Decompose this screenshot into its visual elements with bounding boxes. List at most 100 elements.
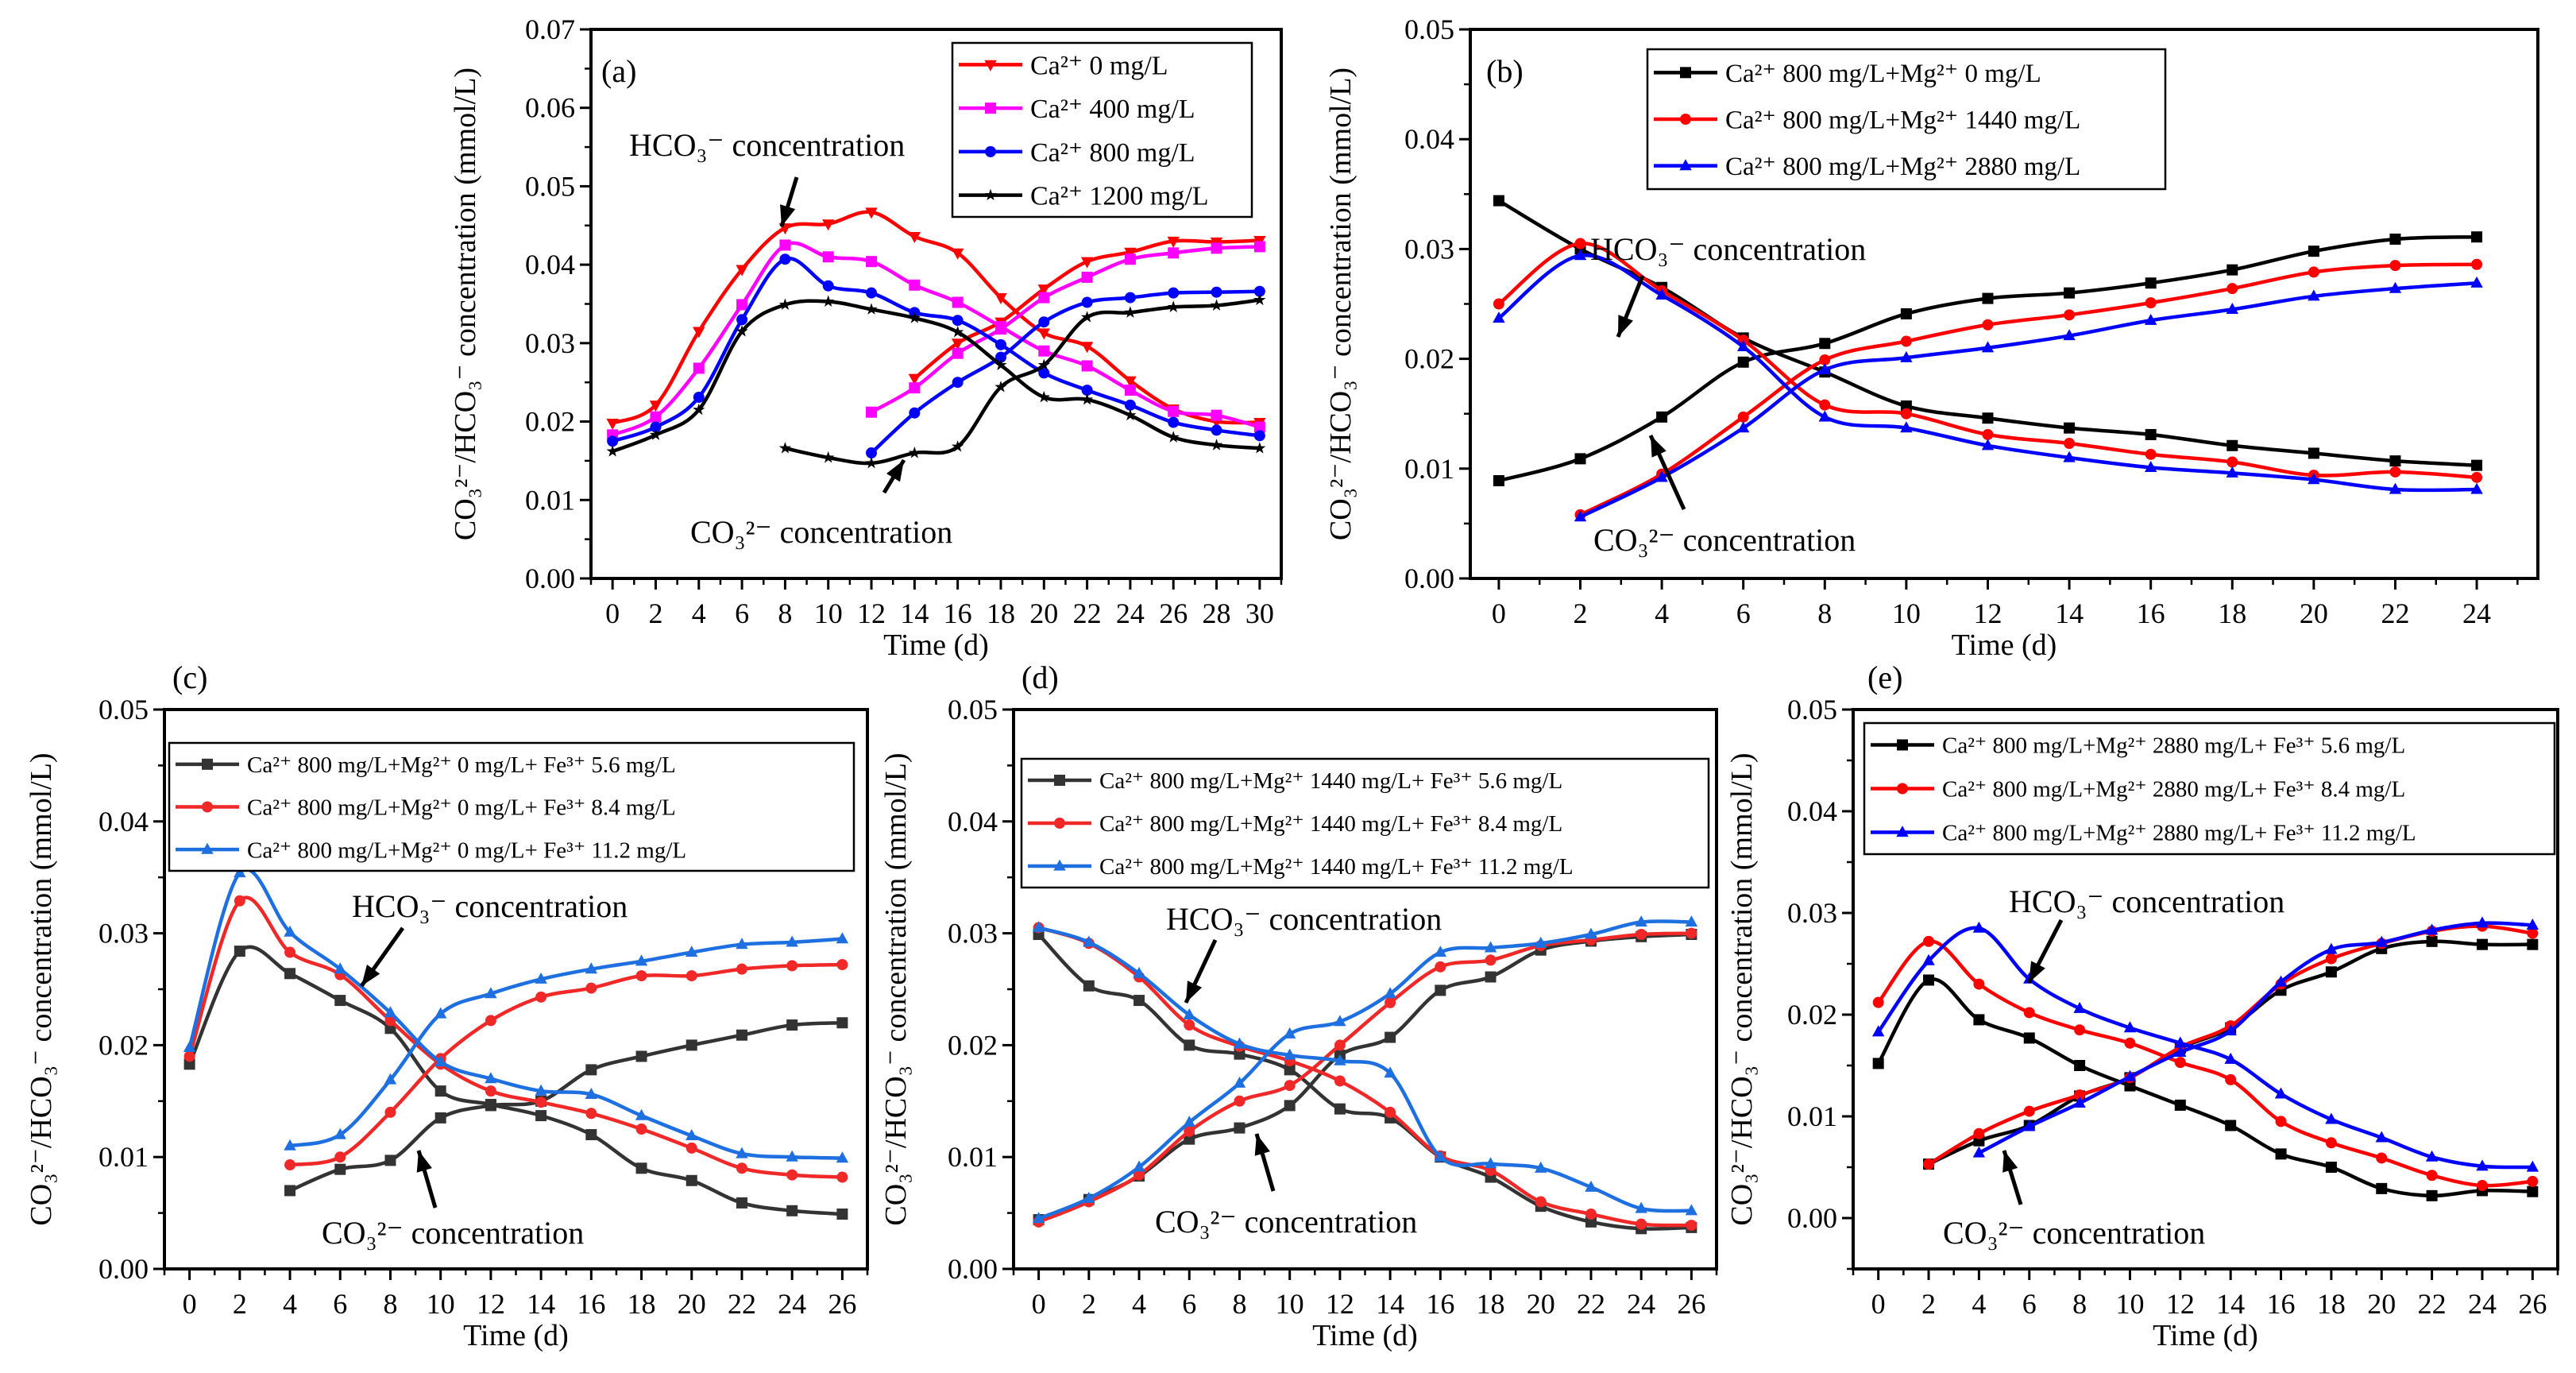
legend: Ca²⁺ 800 mg/L+Mg²⁺ 2880 mg/L+ Fe³⁺ 5.6 m…: [1863, 721, 2556, 856]
hco3-arrow-head: [2029, 961, 2045, 983]
triangle-up-marker: [2470, 482, 2483, 494]
circle-marker: [2074, 1024, 2086, 1036]
square-marker: [2226, 264, 2238, 276]
circle-marker: [866, 447, 878, 459]
triangle-up-marker: [1535, 1161, 1547, 1173]
y-tick-label: 0.05: [1404, 14, 1454, 45]
x-tick-label: 0: [1032, 1288, 1046, 1320]
x-tick-label: 24: [2468, 1288, 2497, 1320]
circle-marker: [650, 421, 662, 433]
circle-marker: [736, 1162, 747, 1174]
circle-marker: [1124, 292, 1136, 304]
triangle-up-marker: [786, 1150, 798, 1162]
triangle-down-marker: [984, 60, 997, 72]
co3-line: [1579, 280, 2478, 519]
square-marker: [994, 323, 1006, 335]
star-marker: [865, 303, 878, 315]
triangle-up-marker: [2476, 1159, 2489, 1171]
square-marker: [2476, 938, 2488, 950]
circle-marker: [786, 1169, 798, 1181]
series-a-2: [607, 253, 1265, 459]
circle-marker: [2325, 953, 2337, 965]
triangle-up-marker: [2174, 1045, 2187, 1057]
square-marker: [2145, 277, 2157, 289]
square-marker: [1284, 1100, 1296, 1112]
square-marker: [1184, 1133, 1195, 1145]
square-marker: [1900, 400, 1912, 412]
circle-marker: [2308, 266, 2319, 278]
circle-marker: [2074, 1089, 2086, 1101]
triangle-up-marker: [1133, 1160, 1145, 1172]
triangle-up-marker: [2226, 466, 2238, 478]
x-tick-label: 10: [427, 1288, 455, 1320]
square-marker: [1081, 271, 1093, 283]
circle-marker: [1872, 996, 1884, 1008]
legend-label: Ca²⁺ 800 mg/L: [1030, 138, 1195, 168]
x-tick-label: 20: [1029, 598, 1058, 629]
star-marker: [1167, 300, 1180, 312]
hco3-arrow-head: [780, 204, 796, 226]
y-axis-title: CO₃²⁻/HCO₃⁻ concentration (mmol/L): [1324, 68, 1358, 540]
triangle-down-marker: [994, 293, 1007, 305]
series-e-1: [1872, 920, 2539, 1192]
star-marker: [1037, 358, 1050, 371]
square-marker: [1897, 739, 1908, 751]
circle-marker: [2527, 927, 2539, 939]
series-e-2: [1871, 916, 2539, 1172]
panel-label: (e): [1867, 659, 1902, 695]
triangle-up-marker: [1083, 1191, 1095, 1203]
circle-marker: [1284, 1080, 1296, 1092]
legend: Ca²⁺ 800 mg/L+Mg²⁺ 0 mg/L+ Fe³⁺ 5.6 mg/L…: [168, 741, 855, 872]
circle-marker: [585, 1108, 597, 1120]
square-marker: [1982, 412, 1994, 424]
star-marker: [1037, 390, 1050, 403]
square-marker: [952, 347, 964, 359]
circle-marker: [2426, 1170, 2438, 1182]
legend-box: [1020, 757, 1710, 889]
circle-marker: [2174, 1057, 2186, 1069]
x-tick-label: 22: [2381, 598, 2409, 629]
legend: Ca²⁺ 0 mg/L Ca²⁺ 400 mg/L Ca²⁺ 800 mg/L Ca²…: [951, 41, 1253, 219]
hco3-line: [1876, 939, 2533, 1188]
triangle-down-marker: [649, 400, 662, 412]
panel-label: (a): [601, 53, 636, 89]
circle-marker: [1897, 783, 1908, 795]
triangle-down-marker: [606, 418, 619, 430]
square-marker: [585, 1064, 597, 1076]
co3-annotation: CO₃²⁻ concentration: [690, 514, 952, 550]
y-tick-label: 0.00: [98, 1253, 149, 1285]
star-marker: [1210, 299, 1223, 311]
x-tick-label: 2: [1574, 598, 1588, 629]
y-tick-label: 0.02: [525, 406, 575, 438]
triangle-up-marker: [1133, 966, 1145, 978]
triangle-up-marker: [2073, 1096, 2086, 1108]
triangle-up-marker: [2123, 1021, 2137, 1033]
co3-line: [870, 289, 1260, 454]
triangle-down-marker: [908, 373, 921, 385]
square-marker: [1134, 995, 1145, 1007]
circle-marker: [334, 1151, 346, 1163]
circle-marker: [2064, 309, 2076, 321]
square-marker: [1585, 1216, 1597, 1228]
square-marker: [1680, 67, 1691, 79]
triangle-up-marker: [2375, 1131, 2388, 1143]
x-tick-label: 0: [1871, 1288, 1886, 1320]
star-marker: [994, 381, 1007, 393]
x-axis-title: Time (d): [1952, 628, 2057, 662]
y-tick-label: 0.04: [525, 249, 575, 280]
circle-marker: [736, 963, 747, 975]
square-marker: [2471, 231, 2483, 243]
square-marker: [2426, 1189, 2438, 1201]
triangle-up-marker: [1574, 510, 1587, 522]
square-marker: [2275, 1148, 2287, 1160]
square-marker: [334, 995, 346, 1007]
triangle-up-marker: [2063, 329, 2076, 341]
star-marker: [984, 188, 997, 201]
triangle-up-marker: [585, 1087, 598, 1099]
square-marker: [736, 1029, 747, 1041]
triangle-up-marker: [201, 842, 214, 854]
x-tick-label: 2: [1921, 1288, 1936, 1320]
square-marker: [1168, 247, 1180, 259]
square-marker: [434, 1085, 446, 1097]
square-marker: [985, 102, 996, 114]
